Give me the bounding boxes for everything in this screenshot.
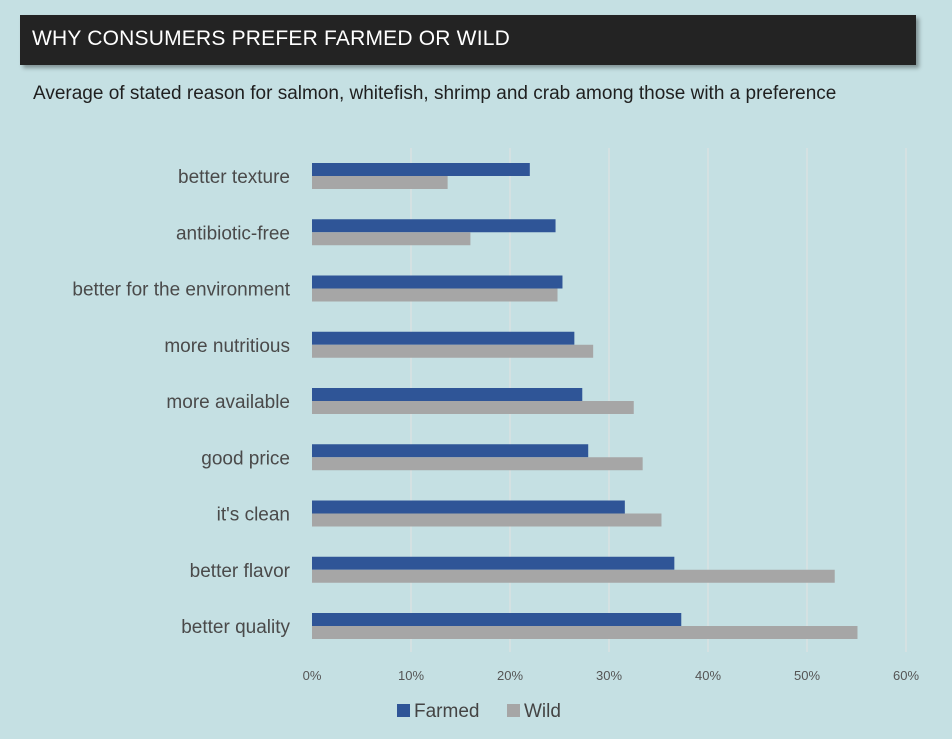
wild-bar (312, 513, 662, 527)
farmed-bar (312, 331, 575, 345)
x-axis-ticks: 0% 10% 20% 30% 40% 50% 60% (303, 668, 920, 683)
category-labels: better texture antibiotic-free better for … (72, 167, 290, 638)
wild-bar (312, 626, 858, 639)
legend-label-wild: Wild (524, 701, 561, 722)
farmed-bar (312, 275, 563, 289)
farmed-bar (312, 444, 589, 458)
category-label: good price (201, 448, 290, 469)
bars (312, 163, 858, 639)
wild-bar (312, 176, 448, 189)
wild-bar (312, 232, 471, 246)
category-label: better texture (178, 167, 290, 188)
farmed-bar (312, 556, 675, 570)
x-tick-label: 60% (893, 668, 919, 683)
x-tick-label: 50% (794, 668, 820, 683)
chart-subtitle: Average of stated reason for salmon, whi… (33, 83, 837, 104)
category-label: more nutritious (164, 336, 290, 357)
title-bar: WHY CONSUMERS PREFER FARMED OR WILD (20, 15, 916, 65)
legend-swatch-wild (507, 704, 520, 717)
farmed-bar (312, 500, 625, 514)
wild-bar (312, 569, 835, 583)
x-tick-label: 40% (695, 668, 721, 683)
x-tick-label: 0% (303, 668, 322, 683)
farmed-bar (312, 219, 556, 233)
wild-bar (312, 288, 558, 302)
chart-title: WHY CONSUMERS PREFER FARMED OR WILD (32, 27, 510, 50)
legend-swatch-farmed (397, 704, 410, 717)
wild-bar (312, 344, 594, 358)
x-tick-label: 30% (596, 668, 622, 683)
wild-bar (312, 401, 634, 414)
category-label: more available (166, 392, 290, 413)
wild-bar (312, 457, 643, 471)
farmed-bar (312, 163, 530, 176)
legend: Farmed Wild (397, 701, 561, 722)
category-label: better for the environment (72, 280, 290, 301)
category-label: better flavor (190, 561, 291, 582)
farmed-bar (312, 613, 682, 626)
legend-label-farmed: Farmed (414, 701, 479, 722)
x-tick-label: 10% (398, 668, 424, 683)
category-label: antibiotic-free (176, 223, 290, 244)
category-label: it's clean (217, 505, 290, 526)
farmed-bar (312, 388, 583, 401)
x-tick-label: 20% (497, 668, 523, 683)
category-label: better quality (181, 617, 290, 638)
